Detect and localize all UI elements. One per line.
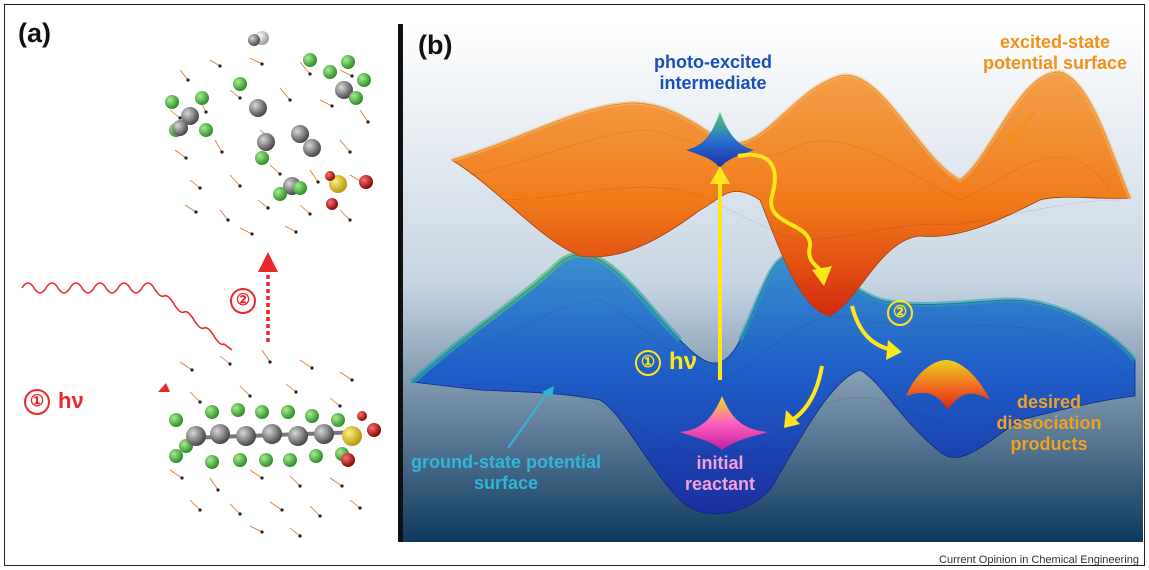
- ground-state-ridge: [409, 251, 683, 385]
- water-cluster-bottom: [169, 349, 361, 537]
- relaxation-arrowhead-b: [812, 266, 832, 286]
- photo-excited-wavepacket: [686, 112, 754, 168]
- excitation-arrowhead-b: [710, 166, 730, 184]
- dissociation-step-b: ②: [887, 300, 921, 326]
- dissociation-product-wavepacket: [906, 360, 990, 410]
- return-arrowhead-b: [784, 410, 800, 428]
- photon-label-a: hν: [58, 388, 84, 413]
- excitation-step-b: ① hν: [635, 348, 697, 376]
- excited-state-ridge: [451, 69, 1132, 199]
- photon-wave-a: [21, 282, 233, 351]
- dissociation-step-a: ②: [230, 288, 264, 314]
- excited-label-pointer: [1013, 111, 1035, 137]
- water-cluster-top: [169, 57, 369, 235]
- intact-molecule-chain: [169, 403, 381, 469]
- figure-frame: [4, 4, 1145, 566]
- excitation-step-a: ① hν: [24, 388, 84, 416]
- photon-label-b: hν: [669, 348, 698, 375]
- dissociated-fragments: [165, 31, 373, 210]
- hydrogen-dots-bottom: [180, 360, 362, 538]
- panel-b-label: (b): [418, 30, 453, 60]
- panel-b-left-border: [398, 24, 403, 542]
- desired-products-label: desired dissociation products: [996, 392, 1102, 455]
- step-1-marker-a: ①: [24, 389, 50, 416]
- excited-label-pointer-head: [1008, 132, 1020, 146]
- ground-label-pointer-head: [542, 386, 554, 398]
- step-2-marker-a: ②: [230, 288, 256, 314]
- dissociation-arrowhead-a: [258, 252, 278, 272]
- ground-surface-label: ground-state potential surface: [411, 452, 601, 494]
- return-arrow-b: [790, 365, 824, 422]
- initial-reactant-label: initial reactant: [684, 453, 756, 495]
- panel-a-label: (a): [18, 18, 51, 48]
- ground-state-ridge-right: [737, 253, 1137, 362]
- step-1-marker-b: ①: [635, 349, 661, 376]
- photon-arrowhead-a: [158, 383, 170, 392]
- dissociation-arrow-b: [850, 305, 893, 352]
- relaxation-arrow-b: [737, 152, 824, 274]
- ground-label-pointer: [507, 391, 549, 449]
- dissociation-arrowhead-b: [886, 340, 902, 360]
- initial-reactant-wavepacket: [680, 396, 768, 450]
- photo-excited-label: photo-excited intermediate: [653, 52, 772, 94]
- excited-surface-label: excited-state potential surface: [982, 32, 1128, 74]
- panel-a-molecules: [21, 31, 381, 538]
- hydrogen-dots-top: [178, 62, 370, 236]
- journal-caption: Current Opinion in Chemical Engineering: [939, 554, 1139, 566]
- step-2-marker-b: ②: [887, 300, 913, 326]
- surface-mesh: [429, 129, 1131, 459]
